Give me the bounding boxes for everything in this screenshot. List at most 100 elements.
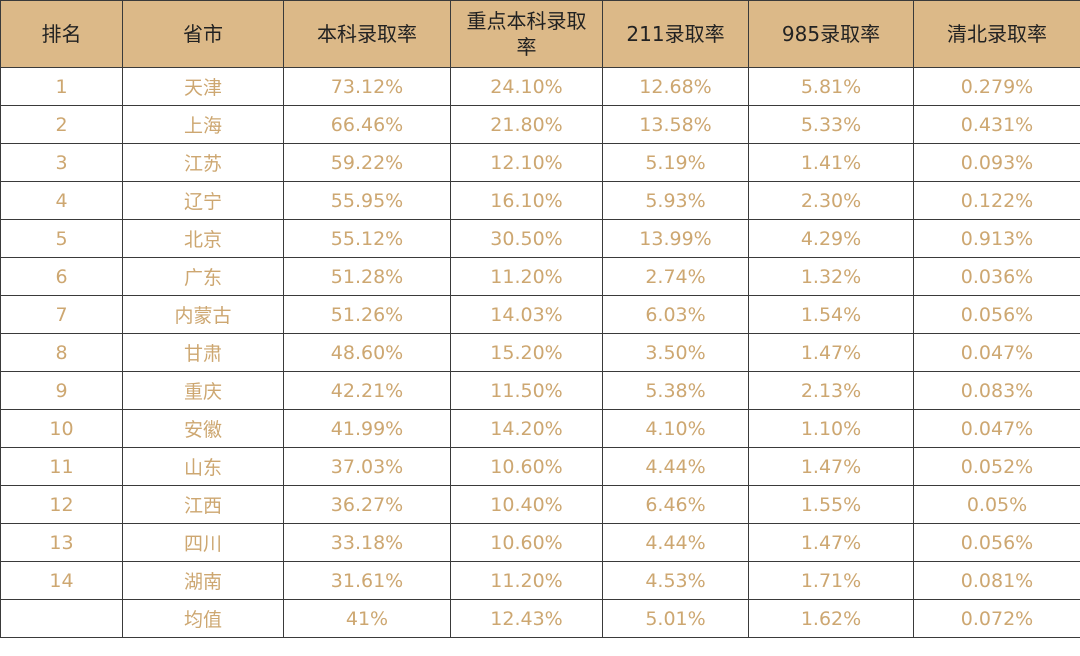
table-cell: 21.80%: [450, 105, 603, 144]
table-cell: 42.21%: [283, 371, 451, 410]
table-cell: 24.10%: [450, 67, 603, 106]
table-cell: 4.44%: [602, 523, 749, 562]
header-cell: 211录取率: [602, 0, 749, 68]
table-cell: 0.122%: [913, 181, 1080, 220]
table-cell: 36.27%: [283, 485, 451, 524]
table-cell: 4.29%: [748, 219, 914, 258]
table-cell: 41.99%: [283, 409, 451, 448]
header-cell: 省市: [122, 0, 284, 68]
table-cell: 0.083%: [913, 371, 1080, 410]
table-cell: 30.50%: [450, 219, 603, 258]
header-cell: 清北录取率: [913, 0, 1080, 68]
table-cell: 6.03%: [602, 295, 749, 334]
table-cell: 江西: [122, 485, 284, 524]
table-cell: 15.20%: [450, 333, 603, 372]
table-cell: 5.81%: [748, 67, 914, 106]
table-row: 9 重庆 42.21% 11.50% 5.38% 2.13% 0.083%: [0, 371, 1080, 410]
table-cell: 5.19%: [602, 143, 749, 182]
table-cell: 11.50%: [450, 371, 603, 410]
admission-table: 排名 省市 本科录取率 重点本科录取率 211录取率 985录取率 清北录取率 1 天津 73.…: [0, 0, 1080, 638]
table-cell: 3: [0, 143, 123, 182]
average-label: 均值: [122, 599, 284, 638]
table-row: 7 内蒙古 51.26% 14.03% 6.03% 1.54% 0.056%: [0, 295, 1080, 334]
table-row: 2 上海 66.46% 21.80% 13.58% 5.33% 0.431%: [0, 105, 1080, 144]
table-cell: 7: [0, 295, 123, 334]
table-row: 8 甘肃 48.60% 15.20% 3.50% 1.47% 0.047%: [0, 333, 1080, 372]
table-cell: 5.33%: [748, 105, 914, 144]
table-cell: 11.20%: [450, 561, 603, 600]
table-row: 11 山东 37.03% 10.60% 4.44% 1.47% 0.052%: [0, 447, 1080, 486]
header-cell: 排名: [0, 0, 123, 68]
header-cell: 重点本科录取率: [450, 0, 603, 68]
table-cell: 2: [0, 105, 123, 144]
table-cell: 33.18%: [283, 523, 451, 562]
table-cell: 0.05%: [913, 485, 1080, 524]
table-cell: 4.53%: [602, 561, 749, 600]
table-cell: 5.93%: [602, 181, 749, 220]
table-cell: 北京: [122, 219, 284, 258]
table-cell: [0, 599, 123, 638]
table-cell: 12.10%: [450, 143, 603, 182]
average-cell: 41%: [283, 599, 451, 638]
table-cell: 0.047%: [913, 333, 1080, 372]
table-cell: 0.056%: [913, 523, 1080, 562]
table-cell: 13.58%: [602, 105, 749, 144]
table-cell: 51.26%: [283, 295, 451, 334]
table-cell: 51.28%: [283, 257, 451, 296]
table-cell: 4: [0, 181, 123, 220]
table-row: 10 安徽 41.99% 14.20% 4.10% 1.10% 0.047%: [0, 409, 1080, 448]
table-row: 5 北京 55.12% 30.50% 13.99% 4.29% 0.913%: [0, 219, 1080, 258]
average-row: 均值 41% 12.43% 5.01% 1.62% 0.072%: [0, 599, 1080, 638]
table-cell: 四川: [122, 523, 284, 562]
table-cell: 5.38%: [602, 371, 749, 410]
table-cell: 1.47%: [748, 523, 914, 562]
table-cell: 16.10%: [450, 181, 603, 220]
average-cell: 5.01%: [602, 599, 749, 638]
table-cell: 14.20%: [450, 409, 603, 448]
table-cell: 8: [0, 333, 123, 372]
table-cell: 3.50%: [602, 333, 749, 372]
table-cell: 天津: [122, 67, 284, 106]
table-row: 6 广东 51.28% 11.20% 2.74% 1.32% 0.036%: [0, 257, 1080, 296]
table-body: 1 天津 73.12% 24.10% 12.68% 5.81% 0.279% 2 上海 66.46…: [0, 67, 1080, 638]
table-row: 12 江西 36.27% 10.40% 6.46% 1.55% 0.05%: [0, 485, 1080, 524]
table-cell: 上海: [122, 105, 284, 144]
table-cell: 11.20%: [450, 257, 603, 296]
table-row: 1 天津 73.12% 24.10% 12.68% 5.81% 0.279%: [0, 67, 1080, 106]
table-cell: 1.55%: [748, 485, 914, 524]
table-cell: 0.093%: [913, 143, 1080, 182]
table-cell: 山东: [122, 447, 284, 486]
table-cell: 10: [0, 409, 123, 448]
table-cell: 湖南: [122, 561, 284, 600]
table-row: 3 江苏 59.22% 12.10% 5.19% 1.41% 0.093%: [0, 143, 1080, 182]
table-cell: 广东: [122, 257, 284, 296]
table-cell: 4.44%: [602, 447, 749, 486]
table-cell: 1.47%: [748, 447, 914, 486]
table-cell: 1.54%: [748, 295, 914, 334]
table-cell: 0.047%: [913, 409, 1080, 448]
table-cell: 1.41%: [748, 143, 914, 182]
table-cell: 0.913%: [913, 219, 1080, 258]
table-cell: 59.22%: [283, 143, 451, 182]
table-cell: 5: [0, 219, 123, 258]
header-cell: 本科录取率: [283, 0, 451, 68]
table-cell: 重庆: [122, 371, 284, 410]
table-cell: 31.61%: [283, 561, 451, 600]
table-cell: 0.431%: [913, 105, 1080, 144]
table-row: 14 湖南 31.61% 11.20% 4.53% 1.71% 0.081%: [0, 561, 1080, 600]
average-cell: 12.43%: [450, 599, 603, 638]
table-cell: 0.036%: [913, 257, 1080, 296]
table-cell: 10.60%: [450, 523, 603, 562]
header-cell: 985录取率: [748, 0, 914, 68]
table-cell: 48.60%: [283, 333, 451, 372]
table-cell: 0.081%: [913, 561, 1080, 600]
table-cell: 13.99%: [602, 219, 749, 258]
table-cell: 0.056%: [913, 295, 1080, 334]
table-cell: 12: [0, 485, 123, 524]
table-cell: 73.12%: [283, 67, 451, 106]
table-cell: 12.68%: [602, 67, 749, 106]
table-cell: 1.71%: [748, 561, 914, 600]
table-cell: 2.30%: [748, 181, 914, 220]
table-cell: 55.95%: [283, 181, 451, 220]
